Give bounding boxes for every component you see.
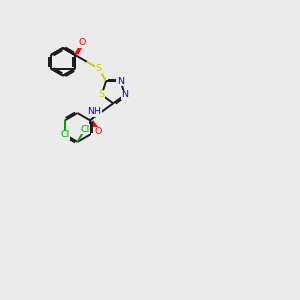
Text: O: O [95,128,102,136]
Text: S: S [99,90,105,99]
Text: Cl: Cl [80,125,89,134]
Text: Cl: Cl [60,130,70,139]
Text: S: S [96,64,102,73]
Text: N: N [117,77,124,86]
Text: NH: NH [88,107,102,116]
Text: N: N [122,90,128,99]
Text: O: O [78,38,85,47]
